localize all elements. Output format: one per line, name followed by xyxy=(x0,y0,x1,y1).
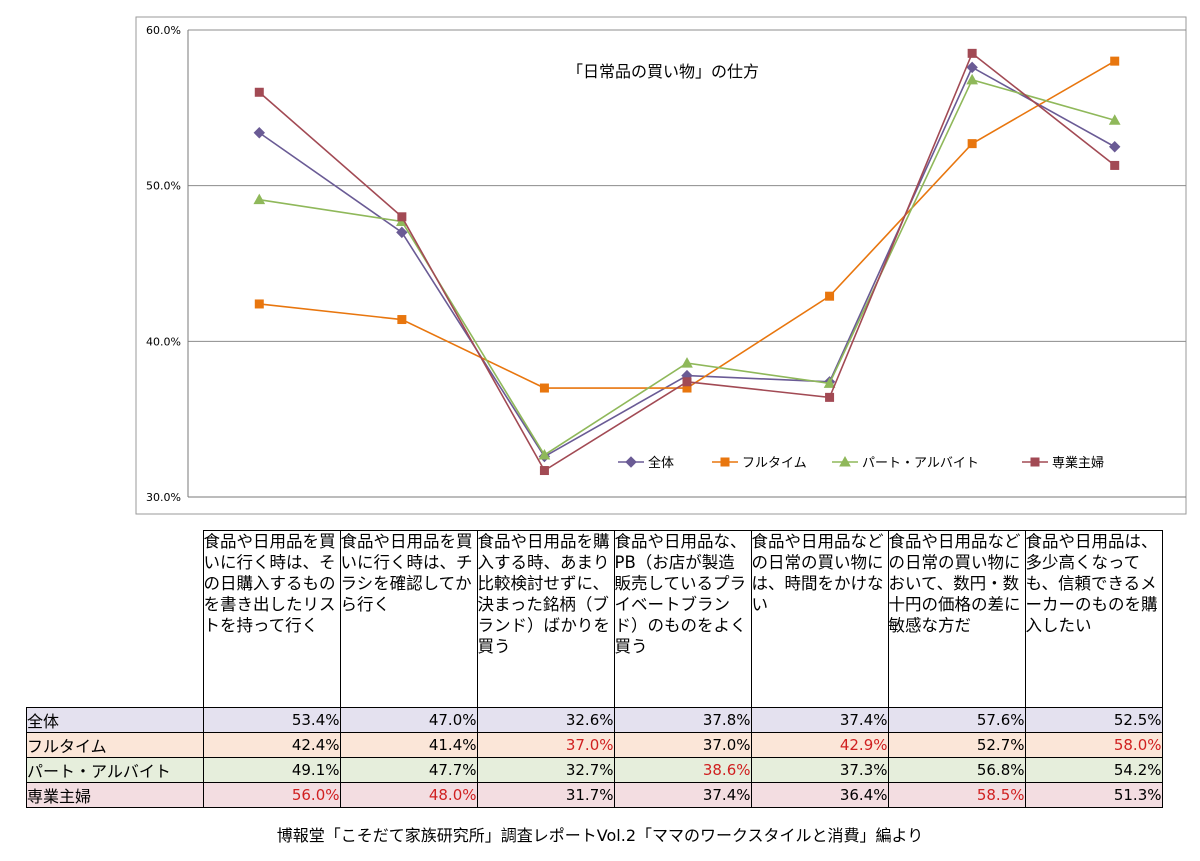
data-table: 食品や日用品を買いに行く時は、その日購入するものを書き出したリストを持って行く … xyxy=(26,530,1163,808)
table-cell: 48.0% xyxy=(339,782,478,808)
data-point xyxy=(1110,56,1120,66)
data-point xyxy=(825,392,835,402)
y-tick-label: 40.0% xyxy=(146,335,181,348)
row-label: フルタイム xyxy=(26,732,204,758)
category-header: 食品や日用品を購入する時、あまり比較検討せずに、決まった銘柄（ブランド）ばかりを… xyxy=(476,530,615,708)
y-tick-label: 60.0% xyxy=(146,24,181,37)
data-point xyxy=(1108,114,1121,125)
data-point xyxy=(967,139,977,149)
data-point xyxy=(966,61,978,74)
data-point xyxy=(1110,160,1120,170)
table-cell: 36.4% xyxy=(750,782,889,808)
table-cell: 32.7% xyxy=(476,757,615,783)
table-cell: 37.3% xyxy=(750,757,889,783)
category-header: 食品や日用品な、PB（お店が製造販売しているプライベートブランド）のものをよく買… xyxy=(613,530,752,708)
legend-label: フルタイム xyxy=(742,456,807,471)
table-cell: 42.4% xyxy=(202,732,341,758)
data-point xyxy=(1109,141,1121,153)
data-point xyxy=(538,448,551,460)
table-cell: 47.0% xyxy=(339,707,478,733)
data-point xyxy=(966,73,978,85)
table-cell: 52.5% xyxy=(1024,707,1163,733)
legend-label: 専業主婦 xyxy=(1052,455,1104,471)
table-cell: 41.4% xyxy=(339,732,478,758)
data-point xyxy=(397,315,407,325)
data-point xyxy=(967,48,977,58)
table-cell: 51.3% xyxy=(1024,782,1163,808)
chart-frame xyxy=(135,16,1187,515)
category-header: 食品や日用品を買いに行く時は、その日購入するものを書き出したリストを持って行く xyxy=(202,530,341,708)
data-point xyxy=(253,193,266,205)
table-cell: 37.0% xyxy=(476,732,615,758)
table-cell: 56.0% xyxy=(202,782,341,808)
source-note: 博報堂「こそだて家族研究所」調査レポートVol.2「ママのワークスタイルと消費」… xyxy=(276,826,924,845)
series-3 xyxy=(254,48,1120,476)
legend-label: 全体 xyxy=(648,455,674,471)
data-point xyxy=(825,291,835,301)
table-cell: 57.6% xyxy=(887,707,1026,733)
data-point xyxy=(396,226,408,239)
table-cell: 58.0% xyxy=(1024,732,1163,758)
table-corner xyxy=(26,530,204,708)
data-point xyxy=(254,87,264,97)
table-cell: 53.4% xyxy=(202,707,341,733)
data-point xyxy=(681,357,693,368)
category-header-row: 食品や日用品を買いに行く時は、その日購入するものを書き出したリストを持って行く … xyxy=(26,530,1163,708)
series-2 xyxy=(253,73,1121,460)
y-tick-label: 30.0% xyxy=(146,491,181,504)
data-point xyxy=(682,377,692,387)
table-cell: 56.8% xyxy=(887,757,1026,783)
table-cell: 31.7% xyxy=(476,782,615,808)
legend-label: パート・アルバイト xyxy=(862,456,979,471)
data-point xyxy=(539,466,549,476)
table-row: 専業主婦 56.0% 48.0% 31.7% 37.4% 36.4% 58.5% 51.3% xyxy=(26,782,1163,808)
table-cell: 37.0% xyxy=(613,732,752,758)
row-label: 専業主婦 xyxy=(26,782,204,808)
category-header: 食品や日用品は、多少高くなっても、信頼できるメーカーのものを購入したい xyxy=(1024,530,1163,708)
category-header: 食品や日用品などの日常の買い物において、数円・数十円の価格の差に敏感な方だ xyxy=(887,530,1026,708)
category-header: 食品や日用品などの日常の買い物には、時間をかけない xyxy=(750,530,889,708)
legend-marker xyxy=(839,455,851,467)
data-point xyxy=(823,377,836,388)
table-cell: 37.4% xyxy=(750,707,889,733)
data-point xyxy=(254,299,264,309)
table-row: パート・アルバイト 49.1% 47.7% 32.7% 38.6% 37.3% 56.8% 5… xyxy=(26,757,1163,783)
row-label: 全体 xyxy=(26,707,204,733)
legend: 全体 フルタイム パート・アルバイト 専業主婦 xyxy=(618,455,1104,471)
legend-marker xyxy=(1030,457,1040,467)
table-cell: 37.8% xyxy=(613,707,752,733)
data-point xyxy=(253,127,265,139)
table-cell: 38.6% xyxy=(613,757,752,783)
table-cell: 32.6% xyxy=(476,707,615,733)
y-axis: 30.0% 40.0% 50.0% 60.0% xyxy=(146,24,189,504)
table-cell: 37.4% xyxy=(613,782,752,808)
table-cell: 42.9% xyxy=(750,732,889,758)
data-point xyxy=(397,212,407,222)
legend-marker xyxy=(625,456,637,468)
gridlines xyxy=(188,29,1186,498)
table-row: フルタイム 42.4% 41.4% 37.0% 37.0% 42.9% 52.7% 58.0% xyxy=(26,732,1163,758)
line-chart: 30.0% 40.0% 50.0% 60.0% 「日常品の買い物」の仕方 全体 フルタイ… xyxy=(135,16,1187,515)
category-header: 食品や日用品を買いに行く時は、チラシを確認してから行く xyxy=(339,530,478,708)
y-tick-label: 50.0% xyxy=(146,180,181,193)
table-cell: 49.1% xyxy=(202,757,341,783)
series-layer xyxy=(253,48,1121,476)
chart-title: 「日常品の買い物」の仕方 xyxy=(567,62,759,81)
table-cell: 52.7% xyxy=(887,732,1026,758)
legend-marker xyxy=(720,457,730,467)
table-cell: 54.2% xyxy=(1024,757,1163,783)
table-cell: 47.7% xyxy=(339,757,478,783)
table-cell: 58.5% xyxy=(887,782,1026,808)
table-row: 全体 53.4% 47.0% 32.6% 37.8% 37.4% 57.6% 52.5% xyxy=(26,707,1163,733)
data-point xyxy=(539,383,549,393)
row-label: パート・アルバイト xyxy=(26,757,204,783)
